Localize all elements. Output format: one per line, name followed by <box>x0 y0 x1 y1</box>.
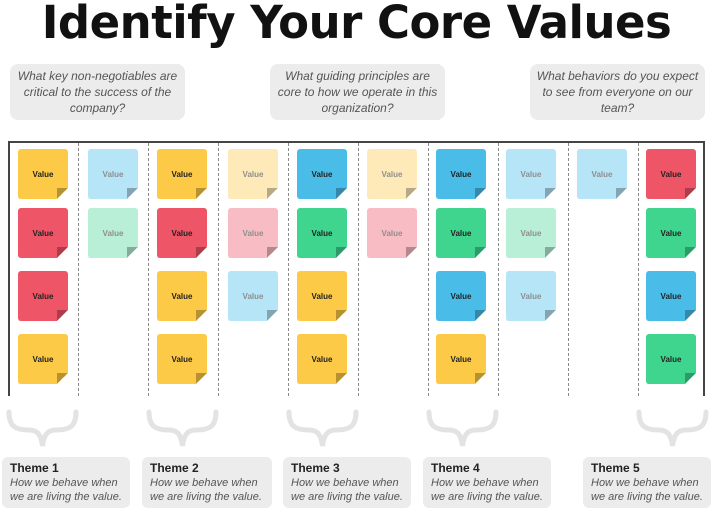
theme-name: Theme 1 <box>10 461 59 475</box>
sticky-note-label: Value <box>32 291 54 301</box>
column-divider <box>78 143 79 396</box>
theme-box: Theme 4 How we behave when we are living … <box>423 457 551 508</box>
sticky-note[interactable]: Value <box>646 149 696 199</box>
sticky-note[interactable]: Value <box>297 149 347 199</box>
sticky-note-label: Value <box>311 291 333 301</box>
prompt-guiding-principles: What guiding principles are core to how … <box>270 64 445 120</box>
column-divider <box>148 143 149 396</box>
sticky-note[interactable]: Value <box>436 271 486 321</box>
column-divider <box>358 143 359 396</box>
sticky-note-label: Value <box>171 354 193 364</box>
sticky-note[interactable]: Value <box>646 208 696 258</box>
sticky-note-label: Value <box>591 169 613 179</box>
sticky-note-label: Value <box>520 291 542 301</box>
sticky-note-label: Value <box>660 228 682 238</box>
sticky-note[interactable]: Value <box>297 208 347 258</box>
sticky-note-label: Value <box>381 228 403 238</box>
sticky-note-label: Value <box>311 169 333 179</box>
page-title: Identify Your Core Values <box>41 0 672 49</box>
sticky-note[interactable]: Value <box>436 149 486 199</box>
sticky-note-label: Value <box>381 169 403 179</box>
sticky-note-label: Value <box>450 291 472 301</box>
grouping-brace-icon <box>6 409 79 447</box>
sticky-note[interactable]: Value <box>157 334 207 384</box>
theme-box: Theme 3 How we behave when we are living … <box>283 457 411 508</box>
sticky-note-label: Value <box>242 228 264 238</box>
sticky-note[interactable]: Value <box>367 208 417 258</box>
sticky-note-label: Value <box>32 228 54 238</box>
sticky-note-label: Value <box>660 291 682 301</box>
sticky-note-label: Value <box>450 228 472 238</box>
grouping-brace-icon <box>146 409 219 447</box>
sticky-note[interactable]: Value <box>436 334 486 384</box>
sticky-note[interactable]: Value <box>646 334 696 384</box>
sticky-note[interactable]: Value <box>436 208 486 258</box>
sticky-note[interactable]: Value <box>157 149 207 199</box>
sticky-note[interactable]: Value <box>157 208 207 258</box>
sticky-note[interactable]: Value <box>367 149 417 199</box>
sticky-note-label: Value <box>242 169 264 179</box>
sticky-note[interactable]: Value <box>577 149 627 199</box>
theme-name: Theme 3 <box>291 461 340 475</box>
grouping-brace-icon <box>636 409 709 447</box>
sticky-note[interactable]: Value <box>297 271 347 321</box>
sticky-note-label: Value <box>311 228 333 238</box>
sticky-note[interactable]: Value <box>646 271 696 321</box>
theme-description: How we behave when we are living the val… <box>150 477 262 503</box>
theme-description: How we behave when we are living the val… <box>591 477 703 503</box>
sticky-note-label: Value <box>32 354 54 364</box>
sticky-note-label: Value <box>171 169 193 179</box>
sticky-note-label: Value <box>311 354 333 364</box>
sticky-note[interactable]: Value <box>228 149 278 199</box>
column-divider <box>218 143 219 396</box>
theme-description: How we behave when we are living the val… <box>10 477 122 503</box>
theme-box: Theme 5 How we behave when we are living … <box>583 457 711 508</box>
sticky-note[interactable]: Value <box>18 208 68 258</box>
sticky-note-label: Value <box>102 228 124 238</box>
column-divider <box>498 143 499 396</box>
theme-name: Theme 5 <box>591 461 640 475</box>
sticky-note-label: Value <box>102 169 124 179</box>
sticky-note[interactable]: Value <box>88 208 138 258</box>
sticky-note[interactable]: Value <box>18 334 68 384</box>
theme-box: Theme 2 How we behave when we are living … <box>142 457 272 508</box>
prompt-non-negotiables: What key non-negotiables are critical to… <box>10 64 185 120</box>
sticky-note[interactable]: Value <box>157 271 207 321</box>
sticky-note[interactable]: Value <box>228 271 278 321</box>
sticky-note[interactable]: Value <box>18 149 68 199</box>
sticky-note-label: Value <box>660 354 682 364</box>
column-divider <box>288 143 289 396</box>
sticky-note[interactable]: Value <box>506 208 556 258</box>
column-divider <box>638 143 639 396</box>
sticky-note[interactable]: Value <box>506 149 556 199</box>
sticky-note[interactable]: Value <box>297 334 347 384</box>
sticky-note-label: Value <box>171 228 193 238</box>
theme-name: Theme 4 <box>431 461 480 475</box>
sticky-note[interactable]: Value <box>506 271 556 321</box>
values-board <box>8 141 705 396</box>
column-divider <box>568 143 569 396</box>
prompt-expected-behaviors: What behaviors do you expect to see from… <box>530 64 705 120</box>
sticky-note-label: Value <box>32 169 54 179</box>
sticky-note[interactable]: Value <box>88 149 138 199</box>
sticky-note-label: Value <box>450 169 472 179</box>
sticky-note[interactable]: Value <box>18 271 68 321</box>
sticky-note-label: Value <box>660 169 682 179</box>
sticky-note-label: Value <box>171 291 193 301</box>
theme-box: Theme 1 How we behave when we are living … <box>2 457 130 508</box>
grouping-brace-icon <box>286 409 359 447</box>
sticky-note[interactable]: Value <box>228 208 278 258</box>
sticky-note-label: Value <box>520 169 542 179</box>
theme-description: How we behave when we are living the val… <box>431 477 543 503</box>
grouping-brace-icon <box>426 409 499 447</box>
sticky-note-label: Value <box>242 291 264 301</box>
theme-name: Theme 2 <box>150 461 199 475</box>
column-divider <box>428 143 429 396</box>
sticky-note-label: Value <box>450 354 472 364</box>
theme-description: How we behave when we are living the val… <box>291 477 403 503</box>
sticky-note-label: Value <box>520 228 542 238</box>
